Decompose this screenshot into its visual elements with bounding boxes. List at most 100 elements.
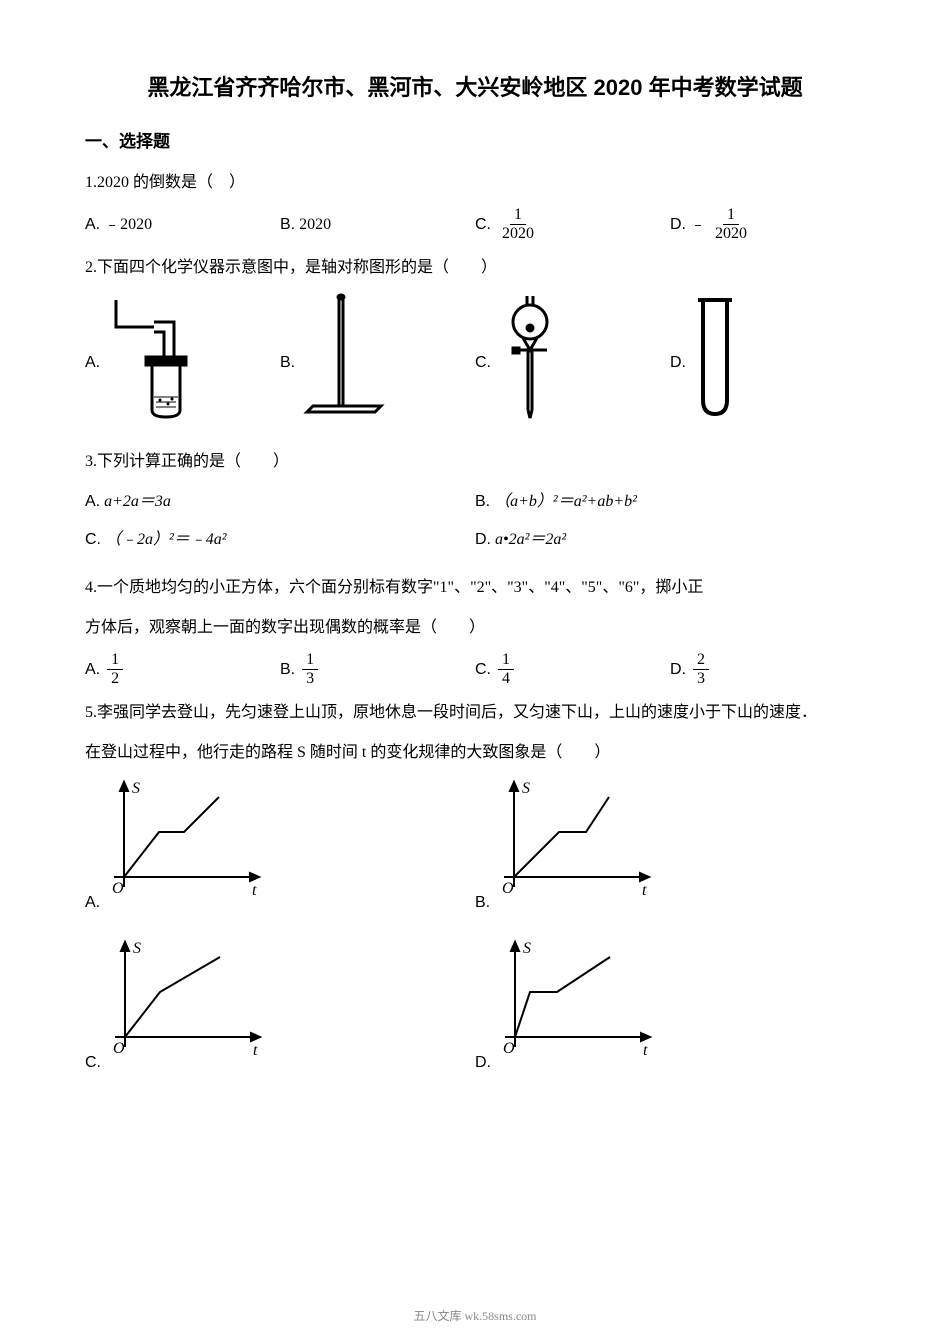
svg-text:S: S (523, 940, 531, 957)
question-2-text: 2.下面四个化学仪器示意图中，是轴对称图形的是（ ） (85, 252, 865, 284)
opt-label: C. (475, 209, 491, 241)
question-1: 1.2020 的倒数是（ ） A. ﹣2020 B. 2020 C. 1 202… (85, 167, 865, 242)
q2-opt-c: C. (475, 292, 670, 434)
numerator: 1 (498, 652, 514, 670)
denominator: 2020 (711, 225, 751, 242)
flask-apparatus-icon (104, 292, 194, 434)
fraction: 1 3 (302, 652, 318, 687)
graph-c: S t O (105, 937, 275, 1079)
q4-opt-b: B. 1 3 (280, 652, 475, 687)
question-5-options: A. S t O B. (85, 777, 865, 1097)
q4-opt-d: D. 2 3 (670, 652, 865, 687)
question-5-text-1: 5.李强同学去登山，先匀速登上山顶，原地休息一段时间后，又匀速下山，上山的速度小… (85, 697, 865, 729)
opt-label: C. (475, 347, 491, 379)
svg-text:S: S (522, 780, 530, 797)
denominator: 2 (107, 670, 123, 687)
svg-text:t: t (643, 1042, 648, 1059)
question-5-text-2: 在登山过程中，他行走的路程 S 随时间 t 的变化规律的大致图象是（ ） (85, 737, 865, 769)
q3-opt-b: B. （a+b）²＝a²+ab+b² (475, 486, 865, 518)
fraction: 1 4 (498, 652, 514, 687)
q5-opt-a: A. S t O (85, 777, 475, 919)
q2-opt-d: D. (670, 292, 865, 434)
denominator: 4 (498, 670, 514, 687)
numerator: 2 (693, 652, 709, 670)
section-heading: 一、选择题 (85, 127, 865, 152)
graph-b: S t O (494, 777, 664, 919)
fraction: 1 2 (107, 652, 123, 687)
stand-icon (299, 292, 399, 434)
opt-value: a•2a²＝2a² (495, 524, 566, 556)
svg-text:O: O (113, 1040, 125, 1057)
opt-label: D. (670, 209, 686, 241)
q3-opt-c: C. （﹣2a）²＝﹣4a² (85, 524, 475, 556)
negative-fraction: ﹣ 1 2020 (690, 207, 754, 242)
denominator: 3 (693, 670, 709, 687)
q5-opt-b: B. S t O (475, 777, 865, 919)
question-4-text-1: 4.一个质地均匀的小正方体，六个面分别标有数字"1"、"2"、"3"、"4"、"… (85, 572, 865, 604)
page-title: 黑龙江省齐齐哈尔市、黑河市、大兴安岭地区 2020 年中考数学试题 (85, 70, 865, 102)
opt-value: （a+b）²＝a²+ab+b² (494, 486, 637, 518)
question-1-options: A. ﹣2020 B. 2020 C. 1 2020 D. ﹣ 1 2020 (85, 207, 865, 242)
opt-label: B. (280, 347, 295, 379)
svg-text:S: S (132, 780, 140, 797)
q1-opt-d: D. ﹣ 1 2020 (670, 207, 865, 242)
svg-text:O: O (502, 880, 514, 897)
q3-opt-a: A. a+2a＝3a (85, 486, 475, 518)
opt-label: D. (475, 1047, 491, 1079)
q2-opt-a: A. (85, 292, 280, 434)
opt-label: A. (85, 486, 100, 518)
footer-watermark: 五八文库 wk.58sms.com (0, 1307, 950, 1324)
opt-label: B. (280, 209, 295, 241)
question-1-text: 1.2020 的倒数是（ ） (85, 167, 865, 199)
opt-label: D. (670, 654, 686, 686)
opt-value: （﹣2a）²＝﹣4a² (105, 524, 227, 556)
question-4-options: A. 1 2 B. 1 3 C. 1 4 D. 2 3 (85, 652, 865, 687)
question-4: 4.一个质地均匀的小正方体，六个面分别标有数字"1"、"2"、"3"、"4"、"… (85, 572, 865, 687)
opt-value: 2020 (299, 209, 331, 241)
graph-d: S t O (495, 937, 665, 1079)
svg-text:O: O (112, 880, 124, 897)
denominator: 2020 (498, 225, 538, 242)
q4-opt-c: C. 1 4 (475, 652, 670, 687)
opt-label: C. (85, 1047, 101, 1079)
fraction: 2 3 (693, 652, 709, 687)
question-2-options: A. (85, 292, 865, 434)
opt-label: C. (475, 654, 491, 686)
svg-text:O: O (503, 1040, 515, 1057)
q1-opt-a: A. ﹣2020 (85, 209, 280, 241)
minus-sign: ﹣ (690, 209, 706, 241)
numerator: 1 (510, 207, 526, 225)
test-tube-icon (690, 292, 740, 434)
svg-text:t: t (252, 882, 257, 899)
opt-label: A. (85, 654, 100, 686)
question-3-text: 3.下列计算正确的是（ ） (85, 446, 865, 478)
q5-opt-d: D. S t O (475, 937, 865, 1079)
q1-opt-b: B. 2020 (280, 209, 475, 241)
question-3: 3.下列计算正确的是（ ） A. a+2a＝3a B. （a+b）²＝a²+ab… (85, 446, 865, 562)
question-2: 2.下面四个化学仪器示意图中，是轴对称图形的是（ ） A. (85, 252, 865, 434)
opt-label: D. (475, 524, 491, 556)
question-4-text-2: 方体后，观察朝上一面的数字出现偶数的概率是（ ） (85, 612, 865, 644)
opt-label: D. (670, 347, 686, 379)
opt-label: B. (475, 887, 490, 919)
q5-opt-c: C. S t O (85, 937, 475, 1079)
funnel-apparatus-icon (495, 292, 565, 434)
q1-opt-c: C. 1 2020 (475, 207, 670, 242)
q2-opt-b: B. (280, 292, 475, 434)
question-3-options: A. a+2a＝3a B. （a+b）²＝a²+ab+b² C. （﹣2a）²＝… (85, 486, 865, 562)
svg-text:t: t (253, 1042, 258, 1059)
svg-text:t: t (642, 882, 647, 899)
q3-opt-d: D. a•2a²＝2a² (475, 524, 865, 556)
opt-value: ﹣2020 (104, 209, 152, 241)
numerator: 1 (302, 652, 318, 670)
question-5: 5.李强同学去登山，先匀速登上山顶，原地休息一段时间后，又匀速下山，上山的速度小… (85, 697, 865, 1097)
fraction: 1 2020 (711, 207, 751, 242)
graph-a: S t O (104, 777, 274, 919)
opt-label: B. (280, 654, 295, 686)
opt-value: a+2a＝3a (104, 486, 171, 518)
opt-label: B. (475, 486, 490, 518)
denominator: 3 (302, 670, 318, 687)
opt-label: A. (85, 347, 100, 379)
q4-opt-a: A. 1 2 (85, 652, 280, 687)
opt-label: C. (85, 524, 101, 556)
